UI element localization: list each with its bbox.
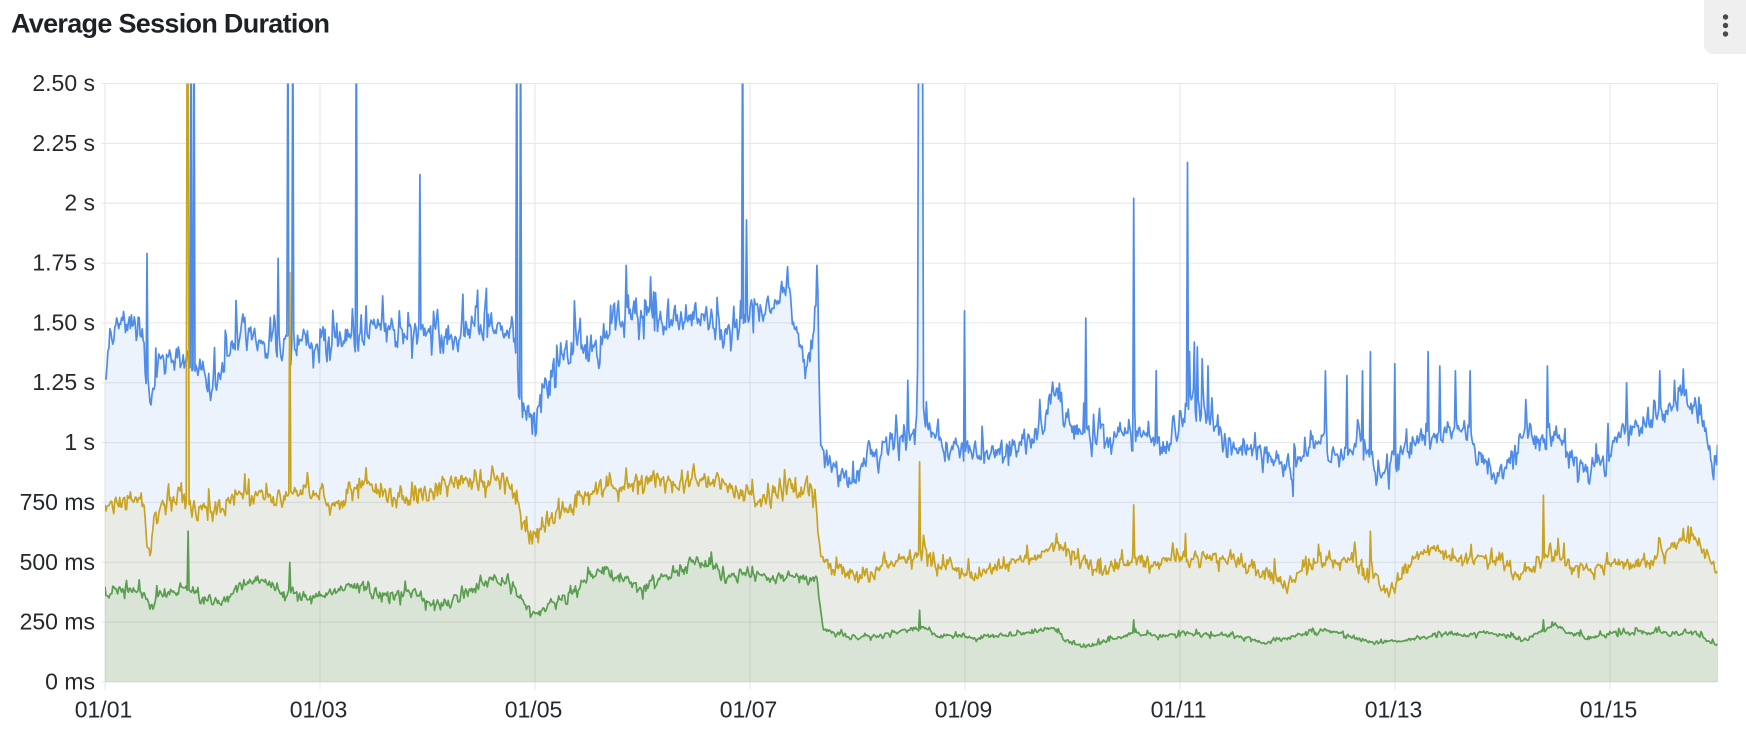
svg-text:2 s: 2 s	[64, 190, 95, 216]
svg-text:1 s: 1 s	[64, 429, 95, 455]
svg-text:01/05: 01/05	[505, 696, 563, 722]
svg-text:500 ms: 500 ms	[20, 549, 95, 575]
svg-text:1.25 s: 1.25 s	[32, 369, 95, 395]
svg-text:750 ms: 750 ms	[20, 489, 95, 515]
svg-text:01/15: 01/15	[1580, 696, 1638, 722]
svg-text:2.50 s: 2.50 s	[32, 70, 95, 96]
svg-text:01/09: 01/09	[935, 696, 993, 722]
svg-text:250 ms: 250 ms	[20, 609, 95, 635]
svg-text:01/11: 01/11	[1151, 696, 1207, 722]
svg-text:01/01: 01/01	[75, 696, 133, 722]
svg-text:01/03: 01/03	[290, 696, 348, 722]
svg-text:01/13: 01/13	[1365, 696, 1423, 722]
svg-text:1.50 s: 1.50 s	[32, 309, 95, 335]
svg-text:Average Session Duration: Average Session Duration	[11, 9, 329, 39]
svg-text:1.75 s: 1.75 s	[32, 250, 95, 276]
svg-text:0 ms: 0 ms	[45, 669, 95, 695]
svg-text:2.25 s: 2.25 s	[32, 130, 95, 156]
svg-text:01/07: 01/07	[720, 696, 778, 722]
